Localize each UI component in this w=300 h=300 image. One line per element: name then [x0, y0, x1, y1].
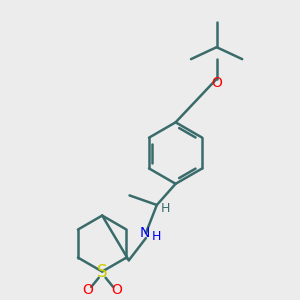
- Text: O: O: [111, 284, 122, 297]
- Text: O: O: [82, 284, 93, 297]
- Text: N: N: [140, 226, 150, 240]
- Text: H: H: [161, 202, 170, 215]
- Text: O: O: [211, 76, 222, 90]
- Text: H: H: [152, 230, 161, 243]
- Text: S: S: [97, 262, 107, 280]
